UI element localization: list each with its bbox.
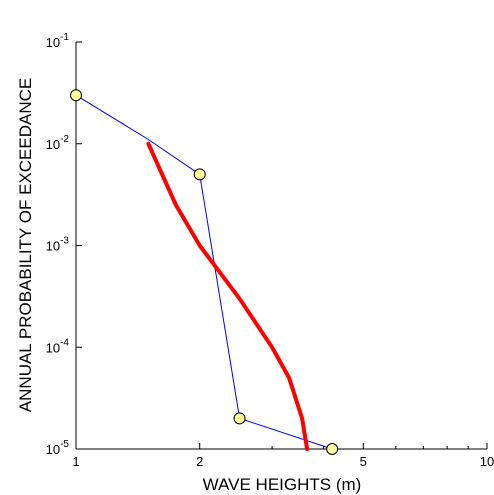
x-tick-label: 10 [480, 454, 494, 469]
y-tick-base: 10 [46, 239, 60, 254]
series-1-point [233, 412, 246, 425]
y-tick-label: 10-2 [46, 134, 70, 152]
series-2-line [146, 141, 310, 451]
y-tick-label: 10-5 [46, 439, 70, 457]
y-tick-base: 10 [46, 137, 60, 152]
y-tick-label: 10-4 [46, 337, 70, 355]
y-tick-exponent: -4 [60, 337, 69, 348]
series-1-point [70, 89, 82, 102]
plot-area: 1 2 5 10 10-510-410-310-210-1 [46, 32, 494, 469]
y-tick-base: 10 [46, 35, 60, 50]
y-axis-title: ANNUAL PROBABILITY OF EXCEEDANCE [16, 78, 35, 412]
y-tick-label: 10-1 [46, 32, 70, 50]
x-tick-label: 2 [196, 454, 203, 469]
x-axis-title: WAVE HEIGHTS (m) [203, 475, 362, 494]
x-ticks: 1 2 5 10 [72, 443, 494, 469]
series-1-point [326, 443, 339, 455]
x-tick-label: 5 [360, 454, 367, 469]
y-tick-exponent: -1 [60, 32, 69, 43]
y-tick-exponent: -5 [60, 439, 69, 450]
series-layer [70, 89, 339, 455]
y-tick-label: 10-3 [46, 236, 70, 254]
y-ticks: 10-510-410-310-210-1 [46, 32, 82, 457]
y-tick-exponent: -2 [60, 134, 69, 145]
series-1-point [193, 168, 206, 181]
x-tick-label: 1 [72, 454, 79, 469]
y-tick-exponent: -3 [60, 236, 69, 247]
y-tick-base: 10 [46, 340, 60, 355]
y-tick-base: 10 [46, 442, 60, 457]
